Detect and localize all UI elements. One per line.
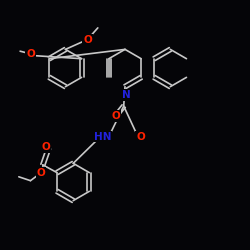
Text: O: O — [42, 142, 50, 152]
Text: O: O — [136, 132, 145, 142]
Text: O: O — [83, 34, 92, 44]
Text: O: O — [26, 49, 35, 59]
Text: O: O — [112, 111, 120, 121]
Text: O: O — [36, 168, 45, 178]
Text: HN: HN — [94, 132, 112, 142]
Text: N: N — [122, 90, 131, 100]
